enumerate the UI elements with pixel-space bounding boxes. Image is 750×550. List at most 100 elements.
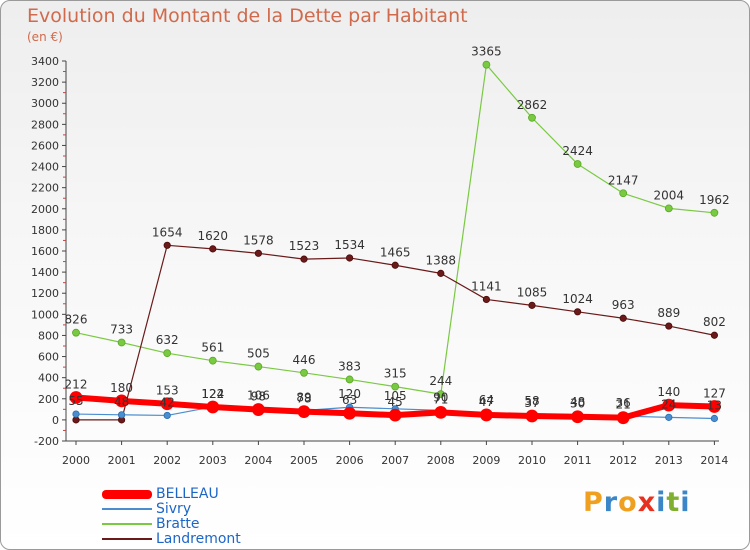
- data-point-bratte: [664, 204, 673, 213]
- x-tick-label: 2010: [518, 454, 546, 467]
- data-point-landremont: [619, 314, 627, 322]
- data-point-sivry: [118, 411, 126, 419]
- data-label-landremont: 802: [703, 315, 726, 329]
- data-point-bratte: [254, 362, 263, 371]
- data-label-landremont: 1534: [334, 238, 365, 252]
- legend-label-sivry: Sivry: [156, 501, 192, 517]
- data-point-belleau: [206, 400, 220, 414]
- logo-letter: P: [583, 487, 604, 518]
- data-label-landremont: 1085: [517, 285, 548, 299]
- data-label-belleau: 78: [296, 392, 311, 406]
- data-point-bratte: [345, 375, 354, 384]
- data-label-belleau: 127: [703, 386, 726, 400]
- data-label-landremont: 1388: [426, 253, 457, 267]
- legend-swatch-belleau: [102, 490, 152, 499]
- data-label-belleau: 122: [201, 387, 224, 401]
- x-tick-label: 2006: [336, 454, 364, 467]
- logo-letter: i: [680, 487, 691, 518]
- data-point-landremont: [209, 245, 217, 253]
- data-point-bratte: [482, 60, 491, 69]
- data-label-landremont: 1141: [471, 279, 502, 293]
- data-label-bratte: 383: [338, 359, 361, 373]
- data-label-landremont: 1578: [243, 233, 274, 247]
- y-tick-label: 400: [38, 372, 59, 385]
- data-point-belleau: [708, 400, 721, 413]
- y-tick-label: 1200: [31, 287, 59, 300]
- data-label-bratte: 733: [110, 323, 133, 337]
- data-label-bratte: 505: [247, 347, 270, 361]
- logo-letter: t: [666, 487, 681, 518]
- data-point-belleau: [616, 411, 630, 425]
- data-point-landremont: [710, 331, 719, 339]
- logo-letter: o: [618, 487, 638, 518]
- legend-label-belleau: BELLEAU: [156, 486, 219, 502]
- data-label-belleau: 63: [342, 393, 357, 407]
- data-point-bratte: [528, 113, 536, 122]
- data-label-bratte: 2862: [517, 98, 548, 112]
- data-point-bratte: [72, 328, 80, 337]
- chart-title: Evolution du Montant de la Dette par Hab…: [27, 5, 468, 27]
- legend-swatch-sivry: [102, 508, 152, 510]
- legend-item-landremont: Landremont: [102, 531, 302, 547]
- data-label-belleau: 30: [570, 397, 585, 411]
- data-label-bratte: 446: [293, 353, 316, 367]
- data-point-landremont: [254, 249, 262, 257]
- x-tick-label: 2005: [290, 454, 318, 467]
- y-tick-label: -200: [34, 435, 59, 448]
- data-point-landremont: [391, 261, 399, 269]
- data-point-belleau: [115, 394, 128, 408]
- data-label-sivry: 48: [114, 395, 129, 409]
- data-label-sivry: 24: [661, 397, 676, 411]
- unit-label: (en €): [27, 30, 63, 44]
- data-label-sivry: 124: [201, 387, 224, 401]
- data-label-sivry: 58: [524, 394, 539, 408]
- data-point-bratte: [300, 368, 308, 377]
- data-label-bratte: 826: [65, 313, 88, 327]
- data-point-belleau: [297, 405, 311, 419]
- proxiti-logo: Proxiti: [583, 487, 691, 518]
- data-label-landremont: 1654: [152, 225, 183, 239]
- data-label-bratte: 632: [156, 333, 179, 347]
- data-label-bratte: 561: [201, 341, 224, 355]
- data-label-belleau: 180: [110, 381, 133, 395]
- data-label-landremont: 1024: [562, 292, 593, 306]
- legend: BELLEAU Sivry Bratte Landremont: [102, 486, 302, 547]
- y-tick-label: 3400: [31, 55, 59, 68]
- data-label-landremont: 1620: [198, 229, 229, 243]
- data-point-sivry: [710, 414, 719, 423]
- x-tick-label: 2007: [381, 454, 409, 467]
- data-point-belleau: [434, 405, 448, 419]
- data-point-belleau: [251, 403, 265, 416]
- x-tick-label: 2009: [472, 454, 500, 467]
- data-point-sivry: [72, 410, 80, 418]
- data-point-belleau: [662, 398, 676, 412]
- logo-letter: x: [637, 487, 657, 518]
- y-tick-label: 1000: [31, 308, 59, 321]
- x-tick-label: 2003: [199, 454, 227, 467]
- legend-swatch-landremont: [102, 538, 152, 540]
- data-point-landremont: [482, 295, 490, 304]
- data-label-belleau: 47: [479, 395, 494, 409]
- data-point-bratte: [163, 349, 172, 358]
- data-label-sivry: 55: [68, 394, 83, 408]
- y-tick-label: 1600: [31, 245, 59, 258]
- data-point-bratte: [208, 356, 217, 365]
- y-tick-label: 200: [38, 393, 59, 406]
- data-label-sivry: 89: [296, 390, 311, 404]
- data-point-landremont: [665, 322, 673, 330]
- data-label-belleau: 153: [156, 384, 179, 398]
- data-point-belleau: [343, 406, 357, 420]
- x-tick-label: 2014: [700, 454, 728, 467]
- data-label-belleau: 212: [65, 378, 88, 392]
- y-tick-label: 0: [52, 414, 59, 427]
- y-tick-label: 1400: [31, 266, 59, 279]
- data-point-sivry: [163, 411, 171, 420]
- data-point-landremont: [528, 301, 536, 309]
- data-label-sivry: 42: [160, 395, 175, 409]
- data-point-belleau: [388, 408, 402, 422]
- legend-item-sivry: Sivry: [102, 501, 302, 517]
- data-label-landremont: 1523: [289, 239, 320, 253]
- data-point-bratte: [619, 189, 628, 198]
